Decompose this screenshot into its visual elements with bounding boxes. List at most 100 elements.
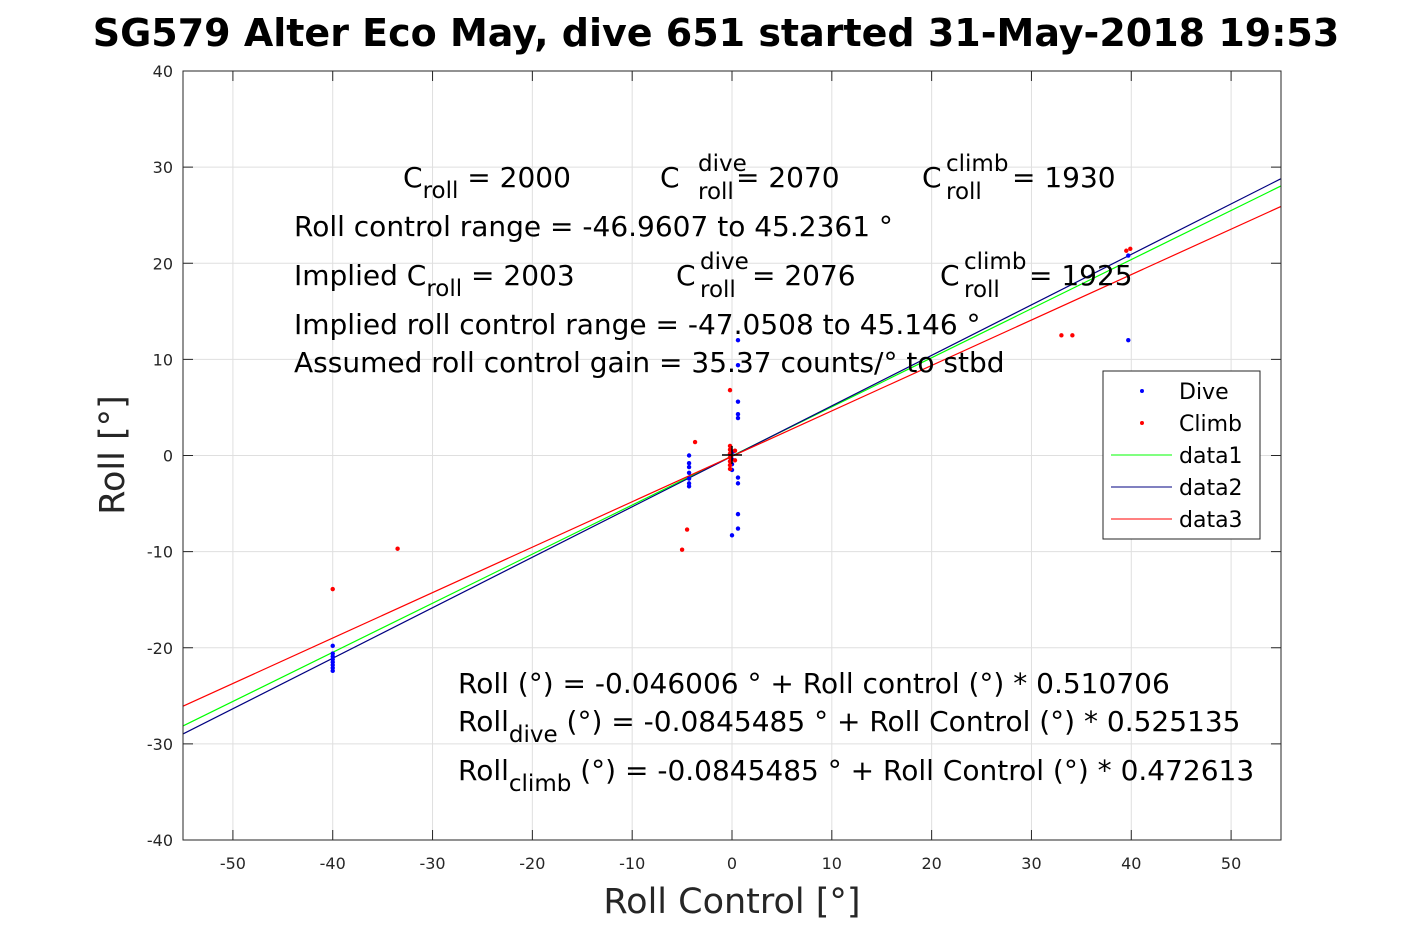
annotation-c-roll-climb: C <box>922 161 942 194</box>
annotation-gain: Assumed roll control gain = 35.37 counts… <box>294 346 1005 379</box>
dive-point <box>729 533 735 538</box>
y-tick-labels: -40 -30 -20 -10 0 10 20 30 40 <box>147 62 173 850</box>
dive-point <box>735 415 741 421</box>
climb-point <box>732 458 738 463</box>
dive-point <box>686 476 692 481</box>
dive-point <box>330 643 335 649</box>
annotation-implied-dive-sub: roll <box>700 277 736 303</box>
climb-point <box>727 459 733 464</box>
annotation-c-roll-climb-sup: climb <box>946 151 1008 177</box>
y-tick-label: -30 <box>147 735 173 754</box>
annotation-implied-climb-sub: roll <box>964 277 1000 303</box>
dive-point <box>686 453 692 458</box>
x-tick-label: 20 <box>921 854 941 873</box>
y-tick-label: -10 <box>147 543 173 562</box>
dive-point <box>735 411 741 417</box>
dive-point <box>735 337 741 343</box>
climb-point <box>727 447 733 452</box>
dive-point <box>686 484 692 489</box>
annotation-implied-c-roll: Implied Croll = 2003 <box>294 259 575 302</box>
data-points <box>330 246 1133 674</box>
annotation-implied-climb-sup: climb <box>964 249 1026 275</box>
dive-point <box>330 668 335 674</box>
annotation-c-roll-dive-val: = 2070 <box>736 161 840 194</box>
climb-point <box>727 455 733 460</box>
x-tick-label: -40 <box>320 854 346 873</box>
x-tick-label: 50 <box>1221 854 1241 873</box>
legend-marker-climb <box>1140 421 1144 425</box>
y-tick-label: -20 <box>147 639 173 658</box>
y-tick-label: 40 <box>153 62 173 81</box>
climb-point <box>1128 246 1133 252</box>
dive-point <box>735 399 741 404</box>
climb-point <box>1070 333 1075 338</box>
y-tick-label: 30 <box>153 158 173 177</box>
x-tick-label: 40 <box>1121 854 1141 873</box>
climb-point <box>684 527 690 532</box>
x-tick-label: -30 <box>419 854 445 873</box>
climb-point <box>727 462 733 468</box>
legend-label-data2: data2 <box>1179 476 1243 501</box>
dive-point <box>686 464 692 470</box>
annotation-implied-dive-sup: dive <box>700 249 749 275</box>
annotation-implied-dive-val: = 2076 <box>752 259 856 292</box>
legend-label-climb: Climb <box>1179 412 1242 437</box>
dive-point <box>1126 337 1131 343</box>
climb-point <box>727 443 733 449</box>
climb-point <box>395 546 400 551</box>
x-tick-label: 30 <box>1021 854 1041 873</box>
dive-point <box>686 460 692 466</box>
dive-point <box>686 470 692 476</box>
annotation-fit-all: Roll (°) = -0.046006 ° + Roll control (°… <box>458 667 1170 700</box>
annotation-c-roll: Croll = 2000 <box>403 161 571 204</box>
legend-label-data3: data3 <box>1179 508 1243 533</box>
legend-label-dive: Dive <box>1179 380 1229 405</box>
chart-title: SG579 Alter Eco May, dive 651 started 31… <box>93 11 1340 55</box>
annotation-implied-climb: C <box>940 259 960 292</box>
climb-point <box>732 448 738 453</box>
legend-label-data1: data1 <box>1179 444 1243 469</box>
x-tick-label: -10 <box>619 854 645 873</box>
y-tick-label: 0 <box>163 447 173 466</box>
y-tick-label: -40 <box>147 831 173 850</box>
x-tick-label: 0 <box>727 854 737 873</box>
climb-point <box>330 586 335 592</box>
dive-point <box>735 511 741 517</box>
legend: Dive Climb data1 data2 data3 <box>1102 370 1261 540</box>
annotation-c-roll-climb-val: = 1930 <box>1012 161 1116 194</box>
plot-border <box>182 70 1282 841</box>
dive-point <box>1126 253 1131 258</box>
y-axis-title: Roll [°] <box>93 395 133 515</box>
climb-point <box>1059 333 1064 338</box>
annotation-implied-dive: C <box>676 259 696 292</box>
dive-point <box>735 481 741 486</box>
x-tick-labels: -50 -40 -30 -20 -10 0 10 20 30 40 50 <box>220 854 1241 873</box>
legend-marker-dive <box>1140 389 1144 393</box>
annotation-fit-dive: Rolldive (°) = -0.0845485 ° + Roll Contr… <box>458 705 1241 748</box>
y-tick-label: 10 <box>153 350 173 369</box>
annotation-implied-climb-val: = 1925 <box>1029 259 1133 292</box>
climb-point <box>679 547 685 552</box>
y-tick-label: 20 <box>153 254 173 273</box>
annotation-fit-climb: Rollclimb (°) = -0.0845485 ° + Roll Cont… <box>458 754 1254 797</box>
annotation-roll-range: Roll control range = -46.9607 to 45.2361… <box>294 210 893 243</box>
climb-point <box>1124 248 1129 253</box>
origin-marker <box>722 446 742 464</box>
annotation-c-roll-climb-sub: roll <box>946 179 982 205</box>
x-tick-label: -20 <box>519 854 545 873</box>
annotation-implied-range: Implied roll control range = -47.0508 to… <box>294 308 981 341</box>
x-tick-label: -50 <box>220 854 246 873</box>
climb-point <box>727 466 733 472</box>
x-axis-title: Roll Control [°] <box>603 882 860 922</box>
annotation-c-roll-dive-sup: dive <box>698 151 747 177</box>
climb-point <box>692 439 698 445</box>
dive-point <box>735 475 741 480</box>
annotation-c-roll-dive-sub: roll <box>698 179 734 205</box>
climb-point <box>727 387 733 393</box>
x-tick-label: 10 <box>822 854 842 873</box>
dive-point <box>735 362 741 368</box>
annotation-c-roll-dive: C <box>660 161 680 194</box>
dive-point <box>735 526 741 531</box>
